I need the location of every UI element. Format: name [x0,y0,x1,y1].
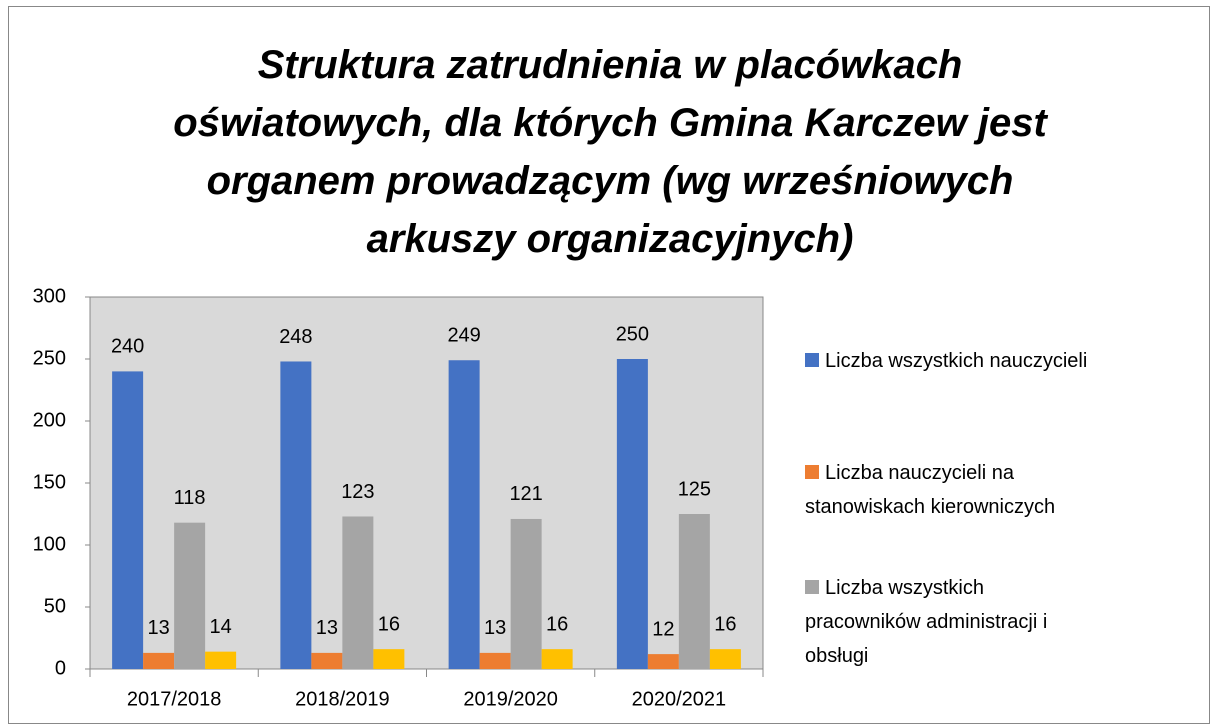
bar [647,654,679,669]
legend-entry: Liczba wszystkich pracowników administra… [805,571,1095,673]
value-label: 16 [378,613,400,635]
x-tick-label: 2017/2018 [127,688,222,710]
bar [678,514,710,669]
value-label: 125 [678,478,711,500]
legend-swatch [805,353,819,367]
value-label: 248 [279,326,312,348]
y-tick-label: 200 [33,409,66,431]
bar [342,516,374,669]
y-tick-label: 150 [33,471,66,493]
y-tick-label: 50 [44,595,66,617]
value-label: 13 [484,617,506,639]
legend-swatch [805,580,819,594]
bar [174,522,206,669]
y-tick-label: 300 [33,285,66,307]
y-tick-label: 250 [33,347,66,369]
value-label: 14 [210,616,232,638]
bar [616,359,648,669]
value-label: 13 [148,617,170,639]
y-tick-label: 100 [33,533,66,555]
bar [373,649,405,669]
bar [205,651,237,669]
value-label: 16 [546,613,568,635]
chart-frame [8,6,1210,724]
bar [311,652,343,669]
value-label: 13 [316,617,338,639]
bar [479,652,511,669]
bar [280,361,312,669]
bar [448,360,480,669]
legend-entry: Liczba wszystkich nauczycieli [805,344,1095,378]
value-label: 118 [174,487,206,509]
legend-swatch [805,465,819,479]
bar [143,652,175,669]
value-label: 123 [341,481,374,503]
x-tick-label: 2019/2020 [463,688,558,710]
value-label: 121 [509,483,542,505]
value-label: 12 [652,618,674,640]
x-tick-label: 2020/2021 [632,688,727,710]
value-label: 249 [447,325,480,347]
legend-label: Liczba wszystkich pracowników administra… [805,577,1048,667]
bar [709,649,741,669]
chart-title: Struktura zatrudnienia w placówkach oświ… [173,43,1047,261]
legend-label: Liczba wszystkich nauczycieli [825,350,1088,372]
value-label: 240 [111,336,144,358]
legend-label: Liczba nauczycieli na stanowiskach kiero… [805,462,1056,518]
x-tick-label: 2018/2019 [295,688,390,710]
bar [112,371,144,669]
bar [541,649,573,669]
y-tick-label: 0 [55,657,66,679]
value-label: 16 [714,613,736,635]
legend-entry: Liczba nauczycieli na stanowiskach kiero… [805,456,1095,524]
bar [510,518,542,669]
value-label: 250 [616,323,649,345]
